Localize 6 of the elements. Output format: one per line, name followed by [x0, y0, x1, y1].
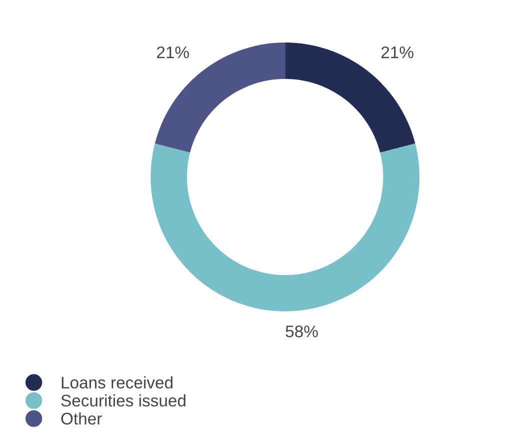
- data-label: 21%: [157, 46, 189, 58]
- legend-label: Other: [61, 412, 102, 425]
- legend-label: Loans received: [62, 376, 172, 389]
- legend-label: Securities issued: [61, 394, 186, 407]
- data-label: 58%: [286, 326, 318, 338]
- data-label: 21%: [381, 46, 414, 58]
